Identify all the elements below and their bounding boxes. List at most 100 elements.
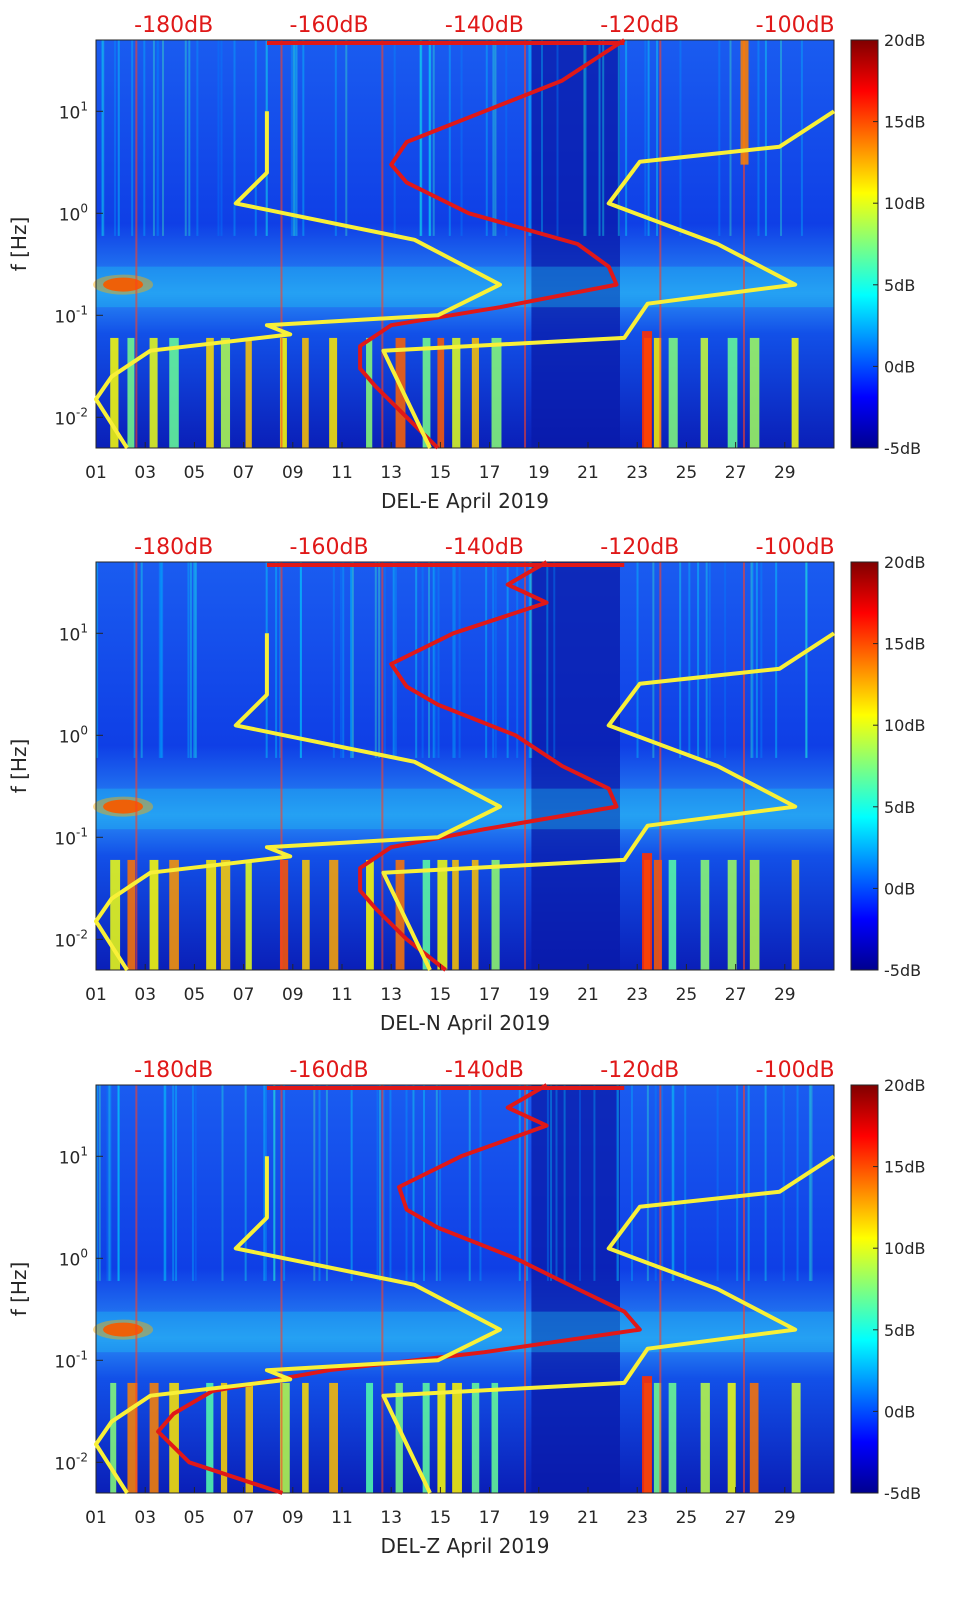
hf-streak	[437, 562, 440, 758]
lf-stripe	[491, 859, 500, 970]
hf-streak	[528, 40, 531, 236]
lf-stripe	[668, 1382, 677, 1493]
lf-stripe	[452, 859, 459, 970]
hf-streak	[421, 562, 424, 758]
colorbar-tick-label: 10dB	[884, 1239, 926, 1258]
lf-stripe	[169, 1382, 179, 1493]
colorbar-tick-label: 0dB	[884, 1402, 915, 1421]
hf-streak	[350, 562, 353, 758]
noise-model-high-model	[381, 631, 836, 971]
hf-streak	[616, 1085, 619, 1281]
event-line	[742, 562, 745, 970]
hf-streak	[747, 1085, 750, 1281]
y-tick-label: 10-1	[54, 825, 88, 849]
hf-streak	[290, 40, 293, 236]
x-tick-label: 17	[479, 1508, 501, 1528]
lf-stripe	[437, 1382, 446, 1493]
lf-stripe	[149, 1382, 159, 1493]
hf-streak	[187, 562, 190, 758]
event-line	[381, 40, 384, 448]
hf-streak	[159, 562, 162, 758]
hf-streak	[194, 1085, 197, 1281]
hf-streak	[724, 562, 727, 758]
hf-streak	[378, 1085, 381, 1281]
x-tick-label: 25	[676, 1508, 698, 1528]
hf-streak	[133, 562, 136, 758]
x-tick-label: 27	[725, 463, 747, 483]
event-line	[135, 40, 138, 448]
hf-streak	[505, 40, 508, 236]
hf-streak	[106, 1085, 109, 1281]
psd-curve-red	[358, 38, 626, 450]
hf-streak	[661, 1085, 664, 1281]
lf-stripe	[302, 337, 309, 448]
hf-streak	[452, 562, 455, 758]
hf-streak	[453, 562, 456, 758]
hf-streak	[808, 1085, 811, 1281]
event-line	[135, 1085, 138, 1493]
x-tick-label: 13	[380, 1508, 402, 1528]
hf-streak	[439, 1085, 442, 1281]
x-tick-label: 17	[479, 985, 501, 1005]
x-tick-label: 17	[479, 463, 501, 483]
psd-axis-tick-label: -100dB	[756, 535, 835, 560]
x-tick-label: 09	[282, 1508, 304, 1528]
psd-axis-tick-label: -120dB	[600, 535, 679, 560]
hf-streak	[351, 562, 354, 758]
y-tick-label: 10-2	[54, 405, 88, 429]
lf-stripe	[452, 1382, 462, 1493]
spectrogram-panel-1: 01 03 05 07 09 11 13 15 17 19 21 23 25 27 29 101 100 10-1…	[7, 13, 926, 513]
lf-stripe	[169, 337, 179, 448]
hf-streak	[555, 1085, 558, 1281]
colorbar-tick-label: 15dB	[884, 635, 926, 654]
lf-stripe	[279, 337, 287, 448]
event-line	[659, 40, 662, 448]
x-tick-label: 03	[134, 1508, 156, 1528]
hf-streak	[630, 1085, 633, 1281]
x-tick-label: 15	[430, 985, 452, 1005]
lf-stripe	[329, 1382, 338, 1493]
hf-streak	[546, 562, 549, 758]
event-line	[659, 562, 662, 970]
hf-streak	[374, 562, 377, 758]
hf-streak	[448, 40, 451, 236]
hf-streak	[220, 40, 223, 236]
hf-streak	[751, 562, 754, 758]
hf-streak	[434, 562, 437, 758]
hf-streak	[736, 1085, 739, 1281]
lf-stripe	[653, 337, 662, 448]
hf-streak	[688, 562, 691, 758]
colorbar-tick-label: 20dB	[884, 553, 926, 572]
lf-stripe	[491, 1382, 499, 1493]
hf-streak	[389, 1085, 392, 1281]
hf-streak	[584, 40, 587, 236]
hf-streak	[299, 562, 302, 758]
hf-streak	[428, 40, 431, 236]
colorbar-tick-label: 10dB	[884, 716, 926, 735]
hf-streak	[757, 40, 760, 236]
x-tick-label: 07	[233, 985, 255, 1005]
y-tick-label: 101	[59, 621, 88, 645]
hf-streak	[764, 40, 767, 236]
hf-streak	[318, 1085, 321, 1281]
lf-stripe	[668, 337, 678, 448]
axes-box	[95, 1084, 835, 1494]
hf-streak	[131, 40, 134, 236]
noise-model-low-model	[94, 633, 502, 972]
y-tick-label: 10-2	[54, 1450, 88, 1474]
hf-streak	[593, 1085, 596, 1281]
event-line	[524, 1085, 527, 1493]
hf-streak	[598, 40, 601, 236]
lf-stripe	[169, 859, 179, 970]
psd-axis-tick-label: -180dB	[134, 13, 213, 38]
hf-streak	[393, 40, 396, 236]
x-tick-label: 15	[430, 1508, 452, 1528]
lf-stripe	[149, 859, 159, 970]
x-tick-label: 15	[430, 463, 452, 483]
hf-streak	[529, 40, 532, 236]
hf-streak	[332, 562, 335, 758]
hf-streak	[435, 1085, 438, 1281]
lf-stripe	[668, 859, 677, 970]
lf-stripe	[127, 337, 135, 448]
hf-streak	[158, 562, 161, 758]
